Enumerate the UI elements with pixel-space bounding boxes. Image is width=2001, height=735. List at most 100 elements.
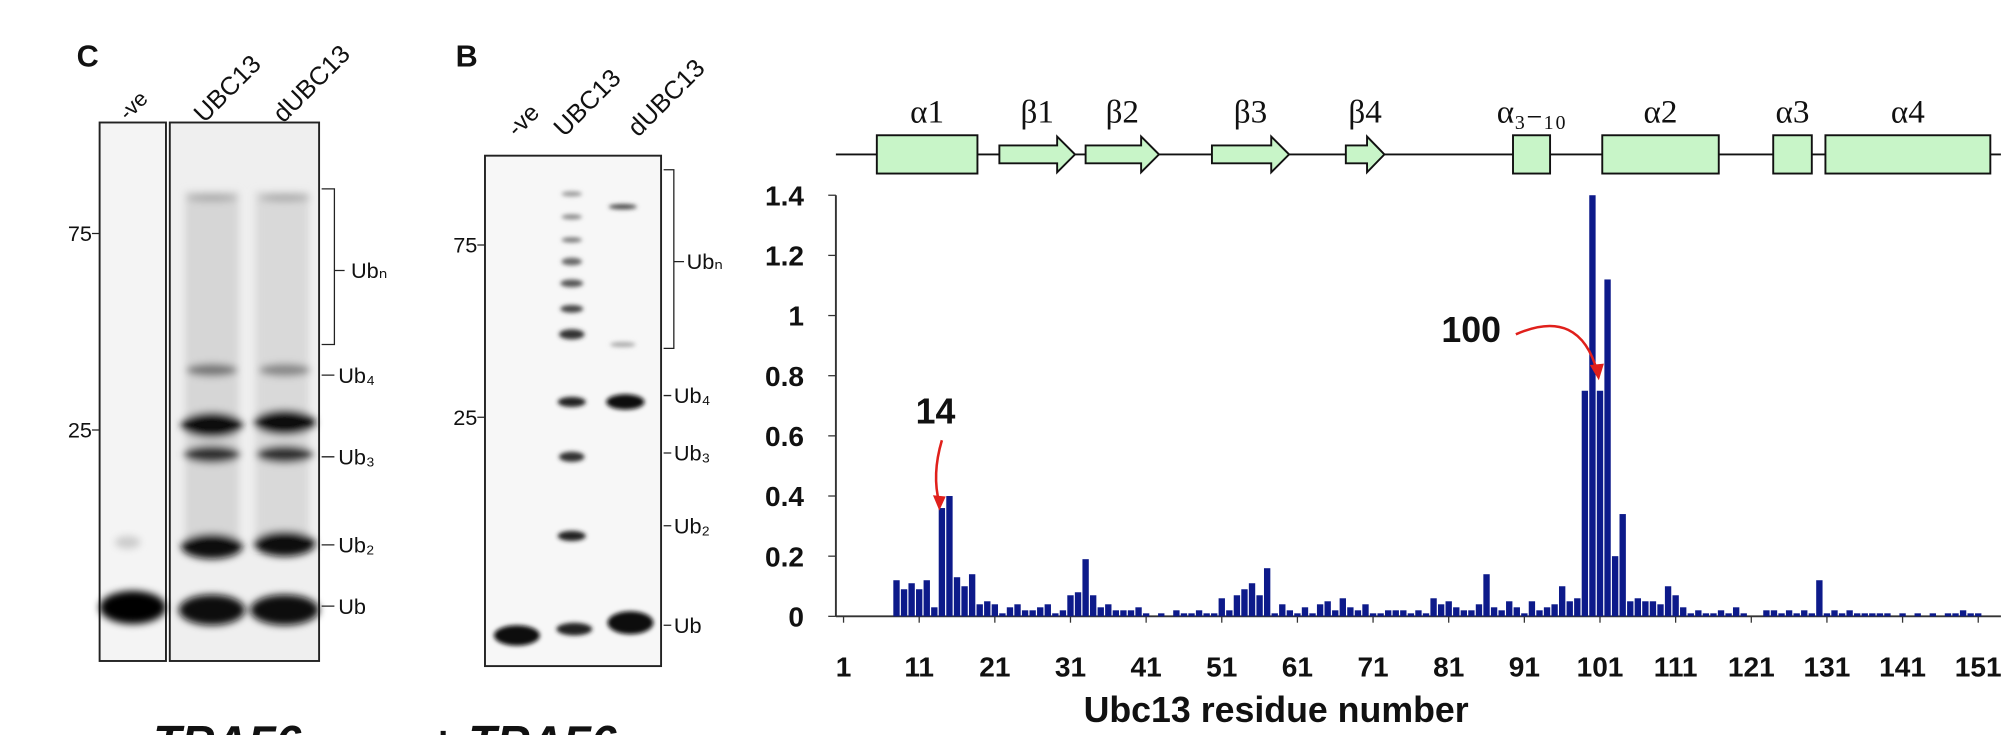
structure-label: β2 bbox=[1106, 94, 1139, 131]
blot-c: C -ve UBC13 dUBC13 75 25 Ubₙ U bbox=[68, 39, 388, 661]
bar bbox=[1022, 610, 1028, 616]
bar bbox=[1241, 589, 1247, 616]
lane-label: UBC13 bbox=[549, 64, 627, 142]
bar bbox=[1377, 613, 1383, 616]
x-tick-label: 141 bbox=[1879, 651, 1926, 682]
bar bbox=[1037, 607, 1043, 616]
bar bbox=[1967, 613, 1973, 616]
y-tick-label: 1.2 bbox=[765, 241, 804, 272]
bar bbox=[1423, 613, 1429, 616]
bar bbox=[1143, 613, 1149, 616]
bar bbox=[1196, 610, 1202, 616]
bar bbox=[1589, 195, 1595, 616]
bar bbox=[901, 589, 907, 616]
panel-label: C bbox=[77, 39, 99, 73]
bar bbox=[984, 601, 990, 616]
bar bbox=[1256, 595, 1262, 616]
band-label: Ub bbox=[674, 613, 702, 638]
x-tick-label: 41 bbox=[1131, 651, 1162, 682]
bar bbox=[1483, 574, 1489, 616]
bar bbox=[1521, 613, 1527, 616]
bar bbox=[1567, 601, 1573, 616]
bar bbox=[1672, 595, 1678, 616]
bar bbox=[1703, 613, 1709, 616]
bar bbox=[1612, 556, 1618, 616]
mw-marker: 25 bbox=[453, 405, 477, 430]
bar bbox=[1438, 604, 1444, 616]
bar bbox=[1249, 583, 1255, 616]
bar bbox=[1529, 601, 1535, 616]
bar bbox=[1098, 607, 1104, 616]
bar bbox=[1854, 613, 1860, 616]
bar bbox=[992, 604, 998, 616]
bar bbox=[939, 508, 945, 616]
bar bbox=[1582, 391, 1588, 617]
helix bbox=[877, 135, 978, 173]
band-label: Ubₙ bbox=[351, 258, 387, 283]
y-tick-label: 0.2 bbox=[765, 541, 804, 572]
bar bbox=[1340, 598, 1346, 616]
structure-label: β1 bbox=[1020, 94, 1053, 131]
y-tick-label: 0.4 bbox=[765, 481, 804, 512]
bar bbox=[1793, 613, 1799, 616]
bar bbox=[1650, 601, 1656, 616]
bar bbox=[931, 607, 937, 616]
bar bbox=[1287, 610, 1293, 616]
strand bbox=[1212, 137, 1289, 173]
bar bbox=[1975, 613, 1981, 616]
bar bbox=[1362, 604, 1368, 616]
bar bbox=[1506, 601, 1512, 616]
bar bbox=[1710, 613, 1716, 616]
y-tick-label: 0.6 bbox=[765, 421, 804, 452]
footer-text: + TRAF6 bbox=[429, 716, 617, 735]
bar bbox=[924, 580, 930, 616]
lane-label: dUBC13 bbox=[268, 40, 356, 128]
bar bbox=[1491, 607, 1497, 616]
bar bbox=[1551, 604, 1557, 616]
bar bbox=[1264, 568, 1270, 616]
bar bbox=[1408, 613, 1414, 616]
bar bbox=[916, 589, 922, 616]
bar bbox=[1446, 601, 1452, 616]
bar bbox=[1128, 610, 1134, 616]
bar bbox=[1120, 610, 1126, 616]
structure-label: α2 bbox=[1644, 94, 1678, 131]
bar bbox=[1604, 279, 1610, 616]
bar bbox=[1052, 613, 1058, 616]
bar bbox=[1945, 613, 1951, 616]
bar bbox=[1158, 613, 1164, 616]
page: Ubc13 figure html, body { margin: 0; pad… bbox=[0, 0, 2001, 735]
bar bbox=[1135, 607, 1141, 616]
x-tick-label: 21 bbox=[979, 651, 1010, 682]
bar bbox=[1453, 607, 1459, 616]
structure-label: α3 bbox=[1776, 94, 1810, 131]
bar bbox=[1778, 613, 1784, 616]
x-tick-label: 121 bbox=[1728, 651, 1775, 682]
y-tick-label: 0 bbox=[788, 602, 804, 633]
bar bbox=[961, 586, 967, 616]
structure-label: β4 bbox=[1348, 94, 1382, 131]
bar bbox=[1620, 514, 1626, 616]
bar bbox=[1355, 610, 1361, 616]
bar bbox=[1809, 613, 1815, 616]
x-axis-title: Ubc13 residue number bbox=[1084, 690, 1469, 730]
blot-b: B -ve UBC13 dUBC13 75 25 Ubₙ Ub₄ bbox=[453, 39, 723, 666]
bar bbox=[1075, 592, 1081, 616]
bar bbox=[969, 574, 975, 616]
structure-label: α₃₋₁₀ bbox=[1497, 94, 1567, 131]
lane-label: -ve bbox=[114, 86, 153, 125]
lane-label: dUBC13 bbox=[623, 54, 711, 142]
x-tick-label: 111 bbox=[1654, 651, 1698, 682]
helix bbox=[1825, 135, 1990, 173]
bar bbox=[1846, 610, 1852, 616]
bar bbox=[1831, 610, 1837, 616]
band-label: Ub₄ bbox=[338, 363, 375, 388]
x-tick-label: 61 bbox=[1282, 651, 1313, 682]
figure: C -ve UBC13 dUBC13 75 25 Ubₙ U bbox=[0, 0, 2001, 735]
bar bbox=[1816, 580, 1822, 616]
annotation-arrow bbox=[1516, 326, 1598, 373]
bar bbox=[1763, 610, 1769, 616]
bar bbox=[1688, 613, 1694, 616]
bar bbox=[1279, 604, 1285, 616]
bar bbox=[1219, 598, 1225, 616]
